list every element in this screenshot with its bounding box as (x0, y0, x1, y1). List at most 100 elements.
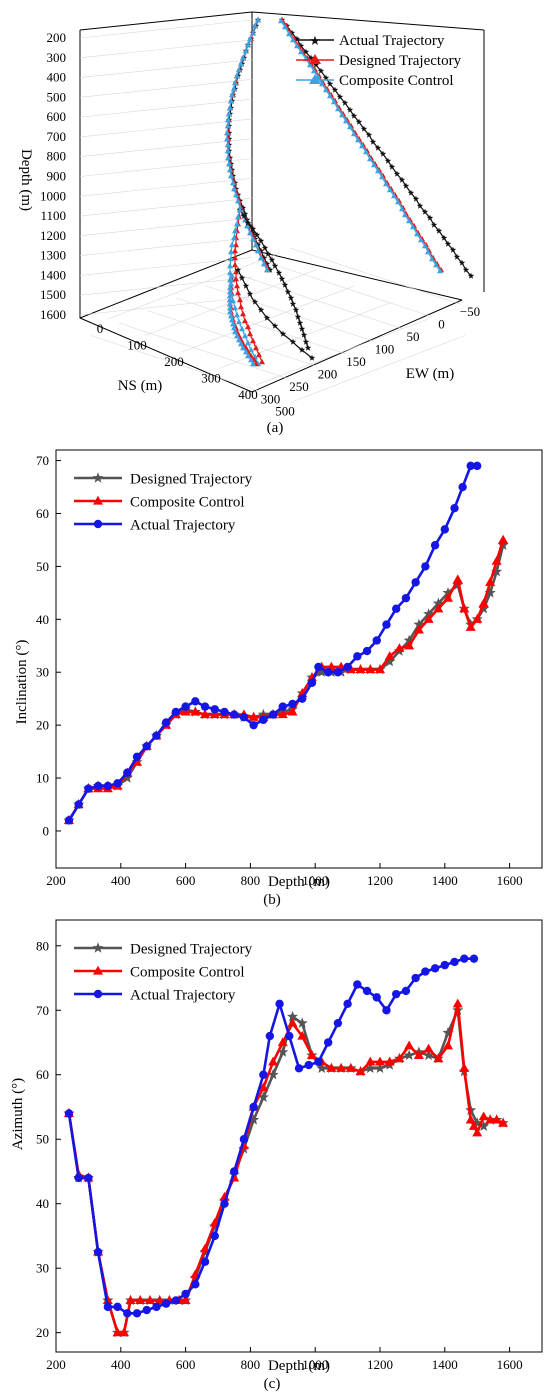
curve-marker (240, 310, 246, 317)
depth-tick-label-11: 1300 (40, 248, 66, 263)
data-point (154, 1295, 165, 1305)
y-tick-label-4: 40 (36, 612, 49, 627)
azimuth-legend: Designed Trajectory Composite Control Actu… (74, 942, 253, 1004)
curve-marker (253, 231, 261, 238)
ew-grid-4 (175, 297, 347, 355)
curve-marker (227, 308, 233, 315)
data-point (384, 1056, 395, 1066)
data-point (121, 772, 133, 783)
ew-tick-label-4: 150 (346, 354, 366, 369)
data-point (181, 1289, 190, 1299)
curve-marker (367, 155, 373, 162)
data-point (316, 666, 328, 677)
data-point (132, 1309, 142, 1318)
data-point (142, 1305, 151, 1315)
data-point (478, 1111, 489, 1121)
legend-marker (93, 495, 103, 505)
curve-marker (242, 317, 248, 324)
curve-marker (406, 217, 412, 224)
data-point (433, 1053, 444, 1063)
data-point (440, 525, 449, 534)
curve-marker (232, 79, 238, 86)
curve-marker (228, 312, 234, 319)
data-point (365, 1056, 376, 1066)
data-point (171, 1296, 181, 1305)
data-point (210, 1231, 219, 1241)
depth-grid-9 (79, 197, 253, 217)
x-tick-label-5: 1200 (367, 873, 393, 888)
data-point (443, 1040, 454, 1050)
curve-marker (319, 80, 325, 87)
legend-item-0: Designed Trajectory (74, 942, 253, 958)
data-point (353, 652, 362, 661)
curve-marker (238, 60, 244, 67)
legend-designed-label: Designed Trajectory (339, 53, 462, 69)
data-point (384, 651, 395, 660)
curve-marker (304, 344, 312, 351)
y-tick-label-7: 70 (36, 453, 49, 468)
ns-grid-5 (292, 335, 466, 402)
curve-marker (317, 67, 325, 74)
curve-marker (462, 266, 470, 273)
data-point (152, 731, 161, 740)
data-point (142, 742, 151, 751)
ew-projection-composite (278, 17, 443, 274)
depth-tick-label-9: 1100 (40, 208, 66, 223)
panel-a-3d-chart: 2003004005006007008009001000110012001300… (18, 11, 485, 436)
data-point (469, 954, 479, 963)
legend-designed-marker (309, 54, 321, 64)
data-point (372, 993, 381, 1002)
data-point (230, 710, 239, 719)
data-point (249, 1102, 258, 1112)
curve-marker (374, 144, 382, 151)
curve-marker (379, 150, 387, 157)
curve-marker (355, 118, 363, 125)
curve-marker (228, 172, 234, 179)
curve-marker (232, 304, 238, 311)
curve-marker (228, 280, 234, 287)
depth-tick-label-6: 800 (47, 149, 67, 164)
curve-marker (284, 288, 292, 295)
azimuth-chart: Azimuth (°) Depth (m) (c) Designed Traje… (10, 919, 543, 1392)
curve-marker (336, 93, 344, 100)
curve-marker (231, 85, 237, 92)
depth-tick-label-2: 400 (47, 70, 67, 85)
curve-marker (365, 131, 373, 138)
curve-marker (245, 41, 251, 48)
y-tick-label-1: 10 (36, 771, 49, 786)
data-point (249, 720, 258, 730)
y-tick-label-2: 20 (36, 718, 49, 733)
series-triangle-c (63, 998, 509, 1337)
curve-marker (402, 211, 408, 218)
y-tick-label-3: 30 (36, 665, 49, 680)
data-point (239, 713, 249, 722)
data-point (478, 602, 490, 614)
data-point (450, 504, 459, 513)
curve-marker (253, 241, 259, 248)
curve-marker (250, 360, 256, 367)
curve-marker (249, 225, 257, 232)
data-point (343, 999, 352, 1009)
data-point (304, 1060, 313, 1070)
legend-actual-marker: ★ (309, 33, 321, 48)
depth-tick-label-0: 200 (47, 30, 67, 45)
y-tick-label-0: 0 (43, 823, 50, 838)
curve-marker (230, 320, 236, 327)
data-point (220, 707, 229, 717)
ns-tick-label-0: 0 (97, 321, 104, 336)
data-point (433, 603, 444, 613)
x-tick-label-7: 1600 (497, 873, 523, 888)
data-point (497, 539, 509, 550)
curve-marker (326, 80, 334, 87)
curve-marker (238, 340, 244, 347)
data-point (258, 1082, 269, 1092)
curve-marker (289, 338, 297, 345)
data-point (491, 555, 502, 565)
data-point (353, 980, 362, 989)
data-point (452, 998, 463, 1008)
x-tick-label-6: 1400 (432, 873, 458, 888)
curve-marker (264, 250, 272, 257)
curve-marker (263, 314, 271, 321)
data-point (491, 565, 503, 577)
data-point (103, 781, 113, 791)
